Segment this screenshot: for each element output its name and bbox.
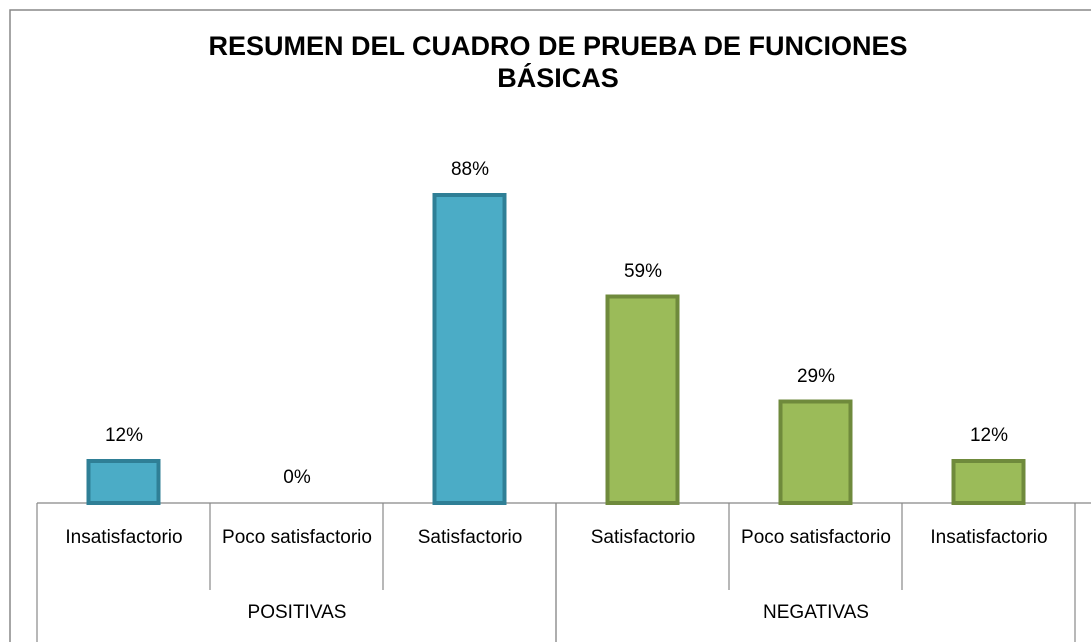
- x-tick-label: Satisfactorio: [590, 527, 696, 548]
- value-label: 88%: [450, 159, 490, 180]
- x-tick-label: Insatisfactorio: [930, 527, 1048, 548]
- group-label: NEGATIVAS: [763, 602, 869, 623]
- value-label: 59%: [623, 260, 663, 282]
- bar: [778, 399, 853, 505]
- chart-title: RESUMEN DEL CUADRO DE PRUEBA DE FUNCIONE…: [208, 31, 908, 93]
- bar: [951, 459, 1026, 505]
- x-tick-label: Satisfactorio: [417, 527, 523, 548]
- bar: [86, 459, 161, 505]
- group-label: POSITIVAS: [247, 602, 347, 623]
- value-label: 12%: [969, 425, 1009, 446]
- value-label: 0%: [283, 467, 311, 488]
- x-tick-label: Poco satisfactorio: [222, 527, 372, 548]
- bar: [432, 193, 507, 505]
- value-label: 29%: [796, 365, 836, 387]
- x-tick-label: Poco satisfactorio: [741, 527, 891, 548]
- x-tick-label: Insatisfactorio: [65, 527, 183, 548]
- value-label: 12%: [104, 425, 144, 446]
- bar: [605, 294, 680, 505]
- chart-border: [9, 9, 1091, 642]
